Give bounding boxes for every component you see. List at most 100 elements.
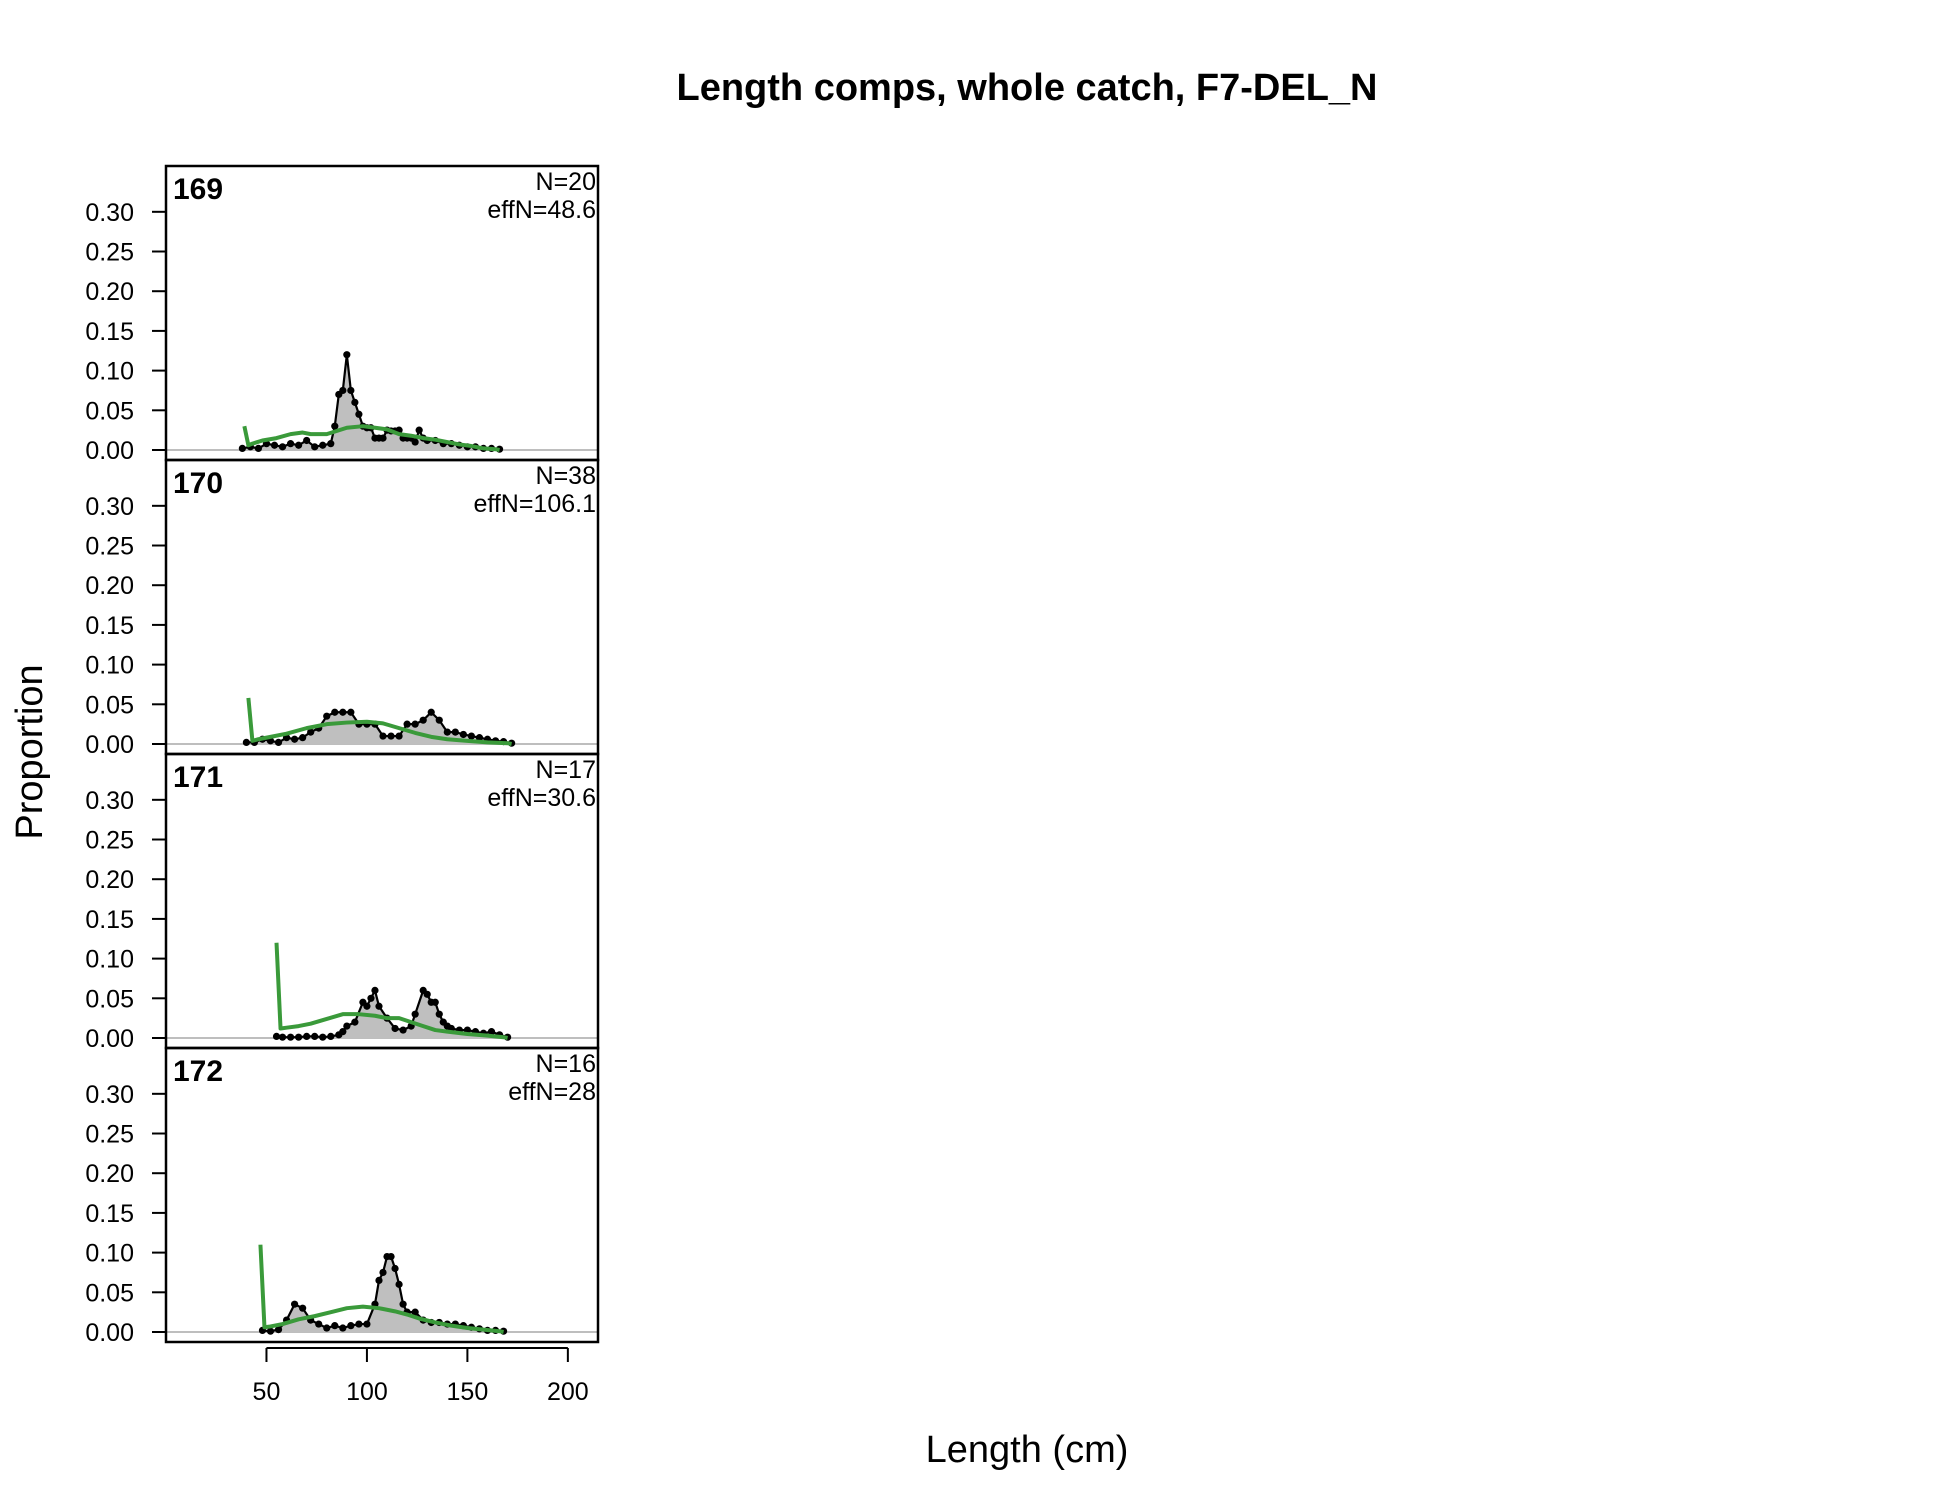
y-tick-label: 0.05: [85, 397, 134, 425]
observed-point: [399, 1026, 407, 1034]
observed-point: [343, 1022, 351, 1030]
observed-point: [395, 732, 403, 740]
observed-point: [286, 440, 295, 448]
expected-line: [242, 424, 500, 452]
observed-point: [242, 738, 250, 747]
observed-point: [286, 1033, 295, 1041]
y-tick-label: 0.05: [85, 985, 134, 1013]
observed-point: [411, 1010, 419, 1018]
sample-size-label: N=38: [536, 462, 596, 490]
observed-point: [355, 1320, 363, 1328]
y-tick-label: 0.30: [85, 493, 134, 521]
y-axis-title: Proportion: [9, 664, 51, 839]
observed-point: [331, 708, 339, 716]
observed-point: [270, 441, 279, 449]
observed-point: [278, 443, 287, 451]
observed-point: [266, 1327, 275, 1335]
y-tick-label: 0.30: [85, 199, 134, 227]
y-tick-label: 0.00: [85, 1025, 134, 1053]
x-tick-label: 50: [253, 1378, 281, 1406]
observed-point: [487, 1028, 496, 1036]
observed-point: [238, 444, 246, 453]
y-tick-label: 0.25: [85, 827, 134, 855]
y-tick-label: 0.10: [85, 946, 134, 974]
observed-point: [331, 1322, 339, 1330]
x-tick-label: 200: [547, 1378, 589, 1406]
y-tick-label: 0.05: [85, 1279, 134, 1307]
panel-169: 0.00 0.05 0.10 0.15 0.20 0.25 0.30 169 N=20effN=…: [85, 164, 600, 465]
observed-point: [387, 732, 395, 740]
observed-point: [427, 708, 435, 716]
observed-point: [459, 730, 467, 739]
observed-point: [272, 1032, 281, 1041]
observed-point: [327, 440, 335, 448]
observed-point: [395, 1280, 403, 1288]
x-tick-label: 150: [447, 1378, 489, 1406]
observed-point: [375, 1002, 383, 1010]
observed-point: [347, 708, 355, 716]
observed-point: [303, 436, 311, 445]
observed-point: [399, 1300, 407, 1308]
effective-n-label: effN=106.1: [473, 490, 596, 518]
observed-point: [274, 1326, 283, 1334]
y-tick-label: 0.05: [85, 691, 134, 719]
observed-point: [467, 732, 476, 740]
observed-point: [403, 720, 411, 728]
observed-point: [339, 1028, 347, 1036]
observed-area: [262, 1256, 504, 1332]
panel-label: 171: [173, 761, 223, 794]
observed-point: [419, 716, 427, 724]
y-tick-label: 0.15: [85, 318, 134, 346]
effective-n-label: effN=30.6: [487, 784, 596, 812]
observed-point: [315, 1320, 323, 1328]
y-tick-label: 0.25: [85, 533, 134, 561]
observed-point: [351, 398, 359, 406]
observed-point: [343, 351, 351, 359]
y-tick-label: 0.10: [85, 1240, 134, 1268]
x-axis: 50 100 150 200: [253, 1347, 589, 1406]
observed-point: [278, 1033, 287, 1041]
observed-point: [339, 1324, 347, 1332]
observed-point: [339, 708, 347, 716]
observed-point: [290, 735, 299, 743]
observed-point: [431, 998, 439, 1006]
y-tick-label: 0.00: [85, 1319, 134, 1347]
observed-point: [363, 1002, 371, 1010]
observed-point: [355, 410, 363, 418]
y-tick-label: 0.30: [85, 787, 134, 815]
observed-area: [246, 712, 512, 744]
observed-point: [299, 1304, 307, 1312]
observed-point: [311, 1032, 319, 1041]
panels-group: 0.00 0.05 0.10 0.15 0.20 0.25 0.30 169 N=20 effN=…: [85, 164, 600, 1347]
observed-point: [311, 443, 319, 451]
observed-line: [246, 710, 512, 745]
observed-point: [299, 734, 307, 742]
sample-size-label: N=17: [536, 756, 596, 784]
panel-label: 169: [173, 173, 223, 206]
y-tick-label: 0.30: [85, 1081, 134, 1109]
x-axis-title: Length (cm): [926, 1429, 1129, 1471]
y-tick-label: 0.10: [85, 652, 134, 680]
y-tick-label: 0.15: [85, 612, 134, 640]
observed-point: [379, 1268, 387, 1277]
observed-point: [347, 386, 355, 395]
y-tick-label: 0.00: [85, 437, 134, 465]
y-tick-label: 0.00: [85, 731, 134, 759]
panel-label: 170: [173, 467, 223, 500]
observed-point: [295, 441, 303, 449]
observed-point: [254, 444, 263, 453]
observed-point: [391, 1024, 399, 1033]
y-tick-label: 0.15: [85, 906, 134, 934]
observed-point: [319, 441, 327, 449]
observed-point: [391, 1264, 399, 1273]
sample-size-label: N=20: [536, 168, 596, 196]
sample-size-label: N=16: [536, 1050, 596, 1078]
observed-point: [371, 986, 379, 994]
observed-point: [339, 386, 347, 395]
observed-point: [423, 990, 431, 998]
observed-point: [303, 1032, 311, 1041]
observed-point: [387, 1252, 395, 1261]
y-tick-label: 0.10: [85, 358, 134, 386]
y-tick-label: 0.20: [85, 572, 134, 600]
